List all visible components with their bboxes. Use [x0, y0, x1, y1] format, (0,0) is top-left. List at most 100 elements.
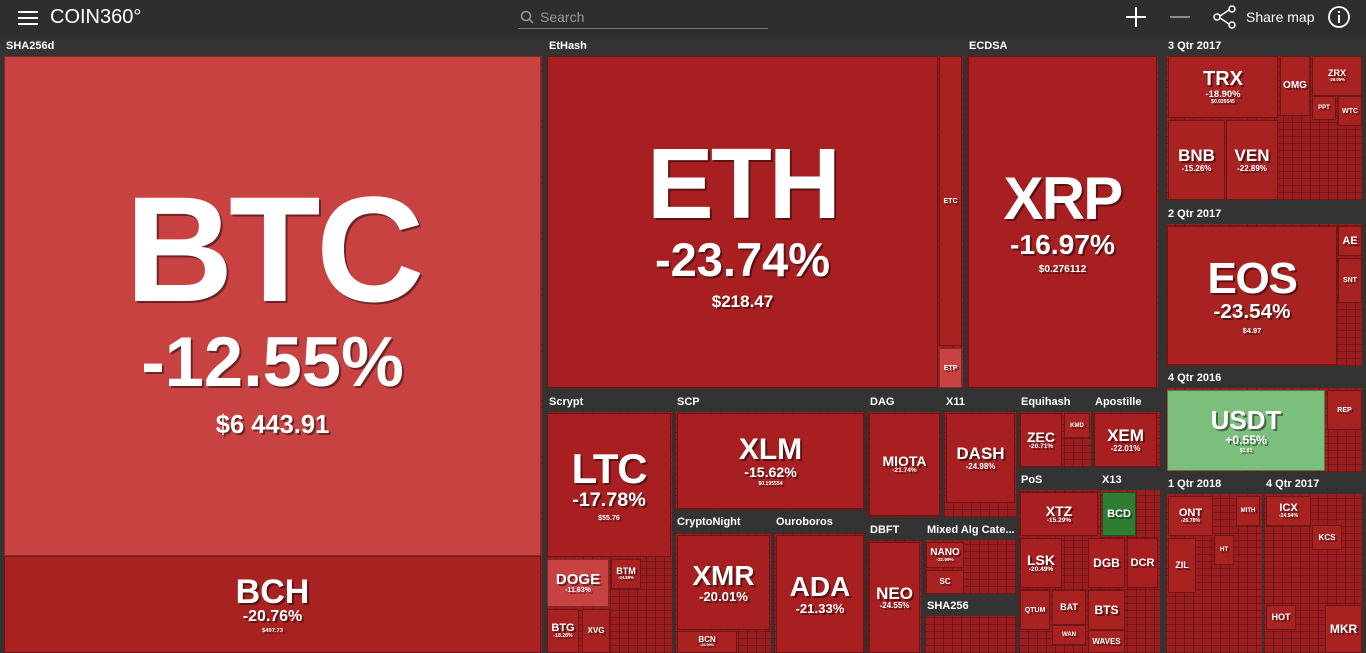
coin-tile[interactable]: HT — [1214, 535, 1234, 565]
zoom-out[interactable] — [1168, 5, 1192, 29]
coin-tile[interactable]: XEM -22.01% — [1094, 413, 1157, 467]
coin-tile[interactable]: SNT — [1338, 258, 1362, 303]
coin-tile[interactable]: WAN — [1052, 625, 1086, 645]
coin-tile[interactable]: NEO -24.55% — [869, 542, 920, 653]
group-label: DBFT — [868, 520, 923, 540]
tile-symbol: HT — [1220, 547, 1228, 553]
coin-tile[interactable]: WTC — [1338, 96, 1362, 126]
tile-price: $1.01 — [1239, 447, 1253, 454]
group-label: CryptoNight — [675, 512, 773, 532]
share-icon[interactable] — [1212, 5, 1238, 29]
tile-symbol: ZEC — [1027, 428, 1055, 445]
tile-symbol: NEO — [876, 583, 913, 603]
coin-tile[interactable]: MIOTA -21.74% — [869, 413, 940, 516]
group-label: X13 — [1100, 470, 1162, 490]
coin-tile[interactable]: VEN -22.89% — [1226, 120, 1278, 200]
coin-tile[interactable]: BCD — [1102, 492, 1136, 536]
zoom-in[interactable] — [1124, 5, 1148, 29]
coin-tile[interactable]: ETH -23.74% $218.47 — [547, 56, 938, 388]
search-box[interactable]: Search — [518, 6, 768, 29]
tile-symbol: BTS — [1094, 603, 1119, 617]
tile-symbol: BAT — [1060, 602, 1078, 612]
coin-tile[interactable]: KCS — [1312, 525, 1342, 550]
coin-tile[interactable]: PPT — [1312, 96, 1336, 120]
coin-tile[interactable]: ZRX -26.05% — [1312, 56, 1362, 96]
coin-tile[interactable]: ETP — [939, 348, 962, 388]
group-label: SHA256d — [4, 36, 544, 56]
tile-symbol: SC — [939, 577, 951, 586]
tile-change: +0.55% — [1225, 432, 1267, 447]
coin-tile[interactable]: DASH -24.98% — [946, 413, 1015, 503]
coin-tile[interactable]: ETC — [939, 56, 962, 346]
coin-tile[interactable]: XMR -20.01% — [677, 535, 770, 630]
logo[interactable]: COIN360° — [50, 6, 142, 28]
coin-tile[interactable]: OMG — [1280, 56, 1310, 116]
menu-icon[interactable] — [16, 8, 40, 28]
tile-change: -23.74% — [654, 233, 831, 286]
tile-symbol: USDT — [1210, 405, 1282, 436]
tile-change: -20.71% — [1028, 442, 1054, 450]
coin-tile[interactable]: REP — [1327, 390, 1362, 430]
group-label: SHA256 — [925, 596, 1018, 616]
coin-tile[interactable]: SC — [926, 570, 964, 594]
coin-tile[interactable]: MITH — [1236, 496, 1260, 526]
tile-symbol: DASH — [956, 444, 1005, 464]
group-label: Mixed Alg Cate... — [925, 520, 1018, 540]
header: COIN360° Search Share map — [0, 0, 1366, 36]
coin-tile[interactable]: TRX -18.90% $0.026545 — [1168, 56, 1278, 118]
coin-tile[interactable]: MKR — [1325, 605, 1362, 653]
share-map[interactable]: Share map — [1246, 9, 1315, 25]
coin-tile[interactable]: EOS -23.54% $4.97 — [1167, 226, 1337, 365]
coin-tile[interactable]: DOGE -11.63% — [547, 559, 609, 607]
tile-symbol: BCH — [235, 572, 310, 611]
coin-tile[interactable]: XVG — [582, 609, 610, 653]
tile-symbol: ONT — [1178, 506, 1203, 519]
tile-symbol: KMD — [1070, 422, 1084, 429]
tile-change: -22.89% — [1237, 163, 1267, 173]
tile-symbol: NANO — [930, 546, 960, 558]
tile-symbol: DCR — [1130, 556, 1155, 569]
coin-tile[interactable]: BAT — [1052, 590, 1086, 625]
coin-tile[interactable]: BCH -20.76% $497.73 — [4, 556, 541, 653]
coin-tile[interactable]: ADA -21.33% — [776, 535, 864, 653]
coin-tile[interactable]: BTS — [1088, 590, 1125, 630]
coin-tile[interactable]: ICX -24.94% — [1266, 496, 1311, 526]
coin-tile[interactable]: BCN -26.99% — [677, 631, 737, 653]
coin-tile[interactable]: XRP -16.97% $0.276112 — [968, 56, 1157, 388]
group-label: Ouroboros — [774, 512, 867, 532]
coin-tile[interactable]: NANO -22.99% — [926, 542, 964, 568]
tile-symbol: DGB — [1093, 556, 1120, 570]
coin-tile[interactable]: KMD — [1064, 413, 1090, 438]
coin-tile[interactable]: USDT +0.55% $1.01 — [1167, 390, 1325, 471]
tile-symbol: KCS — [1318, 532, 1336, 542]
coin-tile[interactable]: ONT -26.78% — [1168, 496, 1213, 536]
coin-tile[interactable]: BTM -24.89% — [611, 559, 641, 589]
coin-tile[interactable]: XLM -15.62% $0.195554 — [677, 413, 864, 509]
coin-tile[interactable]: BTC -12.55% $6 443.91 — [4, 56, 541, 556]
tile-change: -24.55% — [879, 601, 910, 611]
tile-change: -15.26% — [1181, 163, 1212, 173]
coin-tile[interactable]: DGB — [1088, 538, 1125, 588]
group-label: 4 Qtr 2017 — [1264, 474, 1364, 494]
tile-symbol: XRP — [1003, 165, 1124, 233]
coin-tile[interactable]: WAVES — [1088, 630, 1125, 653]
tile-symbol: LTC — [571, 445, 648, 493]
tile-change: -26.99% — [700, 643, 714, 648]
coin-tile[interactable]: DCR — [1127, 538, 1158, 588]
tile-symbol: OMG — [1283, 80, 1307, 91]
coin-tile[interactable]: AE — [1338, 226, 1362, 256]
tile-price: $0.276112 — [1038, 263, 1087, 275]
tile-symbol: QTUM — [1024, 606, 1046, 614]
tile-change: -11.63% — [565, 587, 591, 595]
coin-tile[interactable]: QTUM — [1020, 590, 1050, 630]
coin-tile[interactable]: BTG -18.28% — [547, 609, 579, 653]
coin-tile[interactable]: LTC -17.78% $55.76 — [547, 413, 671, 557]
coin-tile[interactable]: ZEC -20.71% — [1020, 413, 1062, 467]
coin-tile[interactable]: ZIL — [1168, 538, 1196, 593]
coin-tile[interactable]: HOT — [1266, 605, 1296, 630]
tile-symbol: MKR — [1329, 622, 1358, 636]
coin-tile[interactable]: BNB -15.26% — [1168, 120, 1225, 200]
info-icon[interactable] — [1327, 5, 1351, 29]
coin-tile[interactable]: LSK -20.49% — [1020, 538, 1062, 588]
coin-tile[interactable]: XTZ -15.29% — [1020, 492, 1098, 536]
